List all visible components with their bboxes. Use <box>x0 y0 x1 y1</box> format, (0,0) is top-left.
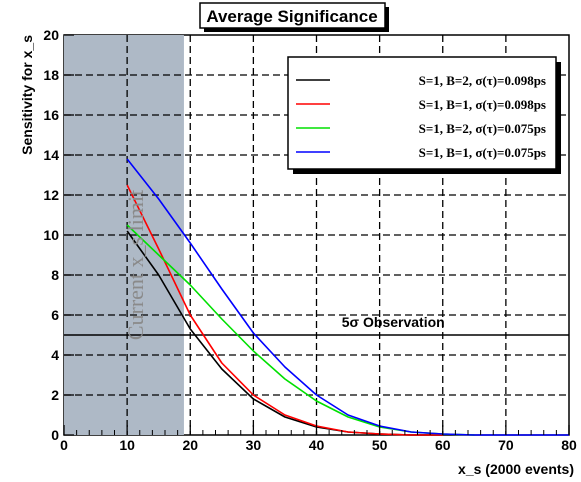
y-tick-label: 12 <box>43 187 59 203</box>
x-tick-label: 40 <box>309 437 325 453</box>
title-box-shadow-bottom <box>204 28 389 32</box>
series-line-2 <box>126 184 443 436</box>
y-tick-label: 0 <box>51 427 59 443</box>
y-tick-label: 20 <box>43 27 59 43</box>
legend-label: S=1, B=1, σ(τ)=0.098ps <box>419 97 546 112</box>
y-tick-label: 4 <box>51 347 59 363</box>
y-tick-label: 8 <box>51 267 59 283</box>
y-tick-label: 10 <box>43 227 59 243</box>
legend-box <box>287 56 557 170</box>
y-tick-label: 6 <box>51 307 59 323</box>
title-box <box>199 2 386 29</box>
x-tick-label: 20 <box>182 437 198 453</box>
x-tick-label: 60 <box>435 437 451 453</box>
series-group <box>126 158 569 436</box>
x-tick-label: 30 <box>246 437 262 453</box>
legend-label: S=1, B=2, σ(τ)=0.075ps <box>419 121 546 136</box>
series-line-4 <box>126 158 569 436</box>
current-limit-label: Current x_s limit <box>123 190 148 340</box>
legend-items: S=1, B=2, σ(τ)=0.098ps S=1, B=1, σ(τ)=0.0… <box>296 73 546 160</box>
x-tick-label: 50 <box>372 437 388 453</box>
legend: S=1, B=2, σ(τ)=0.098ps S=1, B=1, σ(τ)=0.0… <box>287 56 561 174</box>
y-tick-label: 16 <box>43 107 59 123</box>
x-axis-title: x_s (2000 events) <box>458 461 574 477</box>
x-axis-ticks: 0 10 20 30 40 50 60 70 80 <box>60 425 577 453</box>
y-tick-label: 18 <box>43 67 59 83</box>
y-axis-ticks: 0 2 4 6 8 10 12 14 16 18 20 <box>43 27 74 443</box>
x-tick-label: 80 <box>561 437 577 453</box>
chart-title: Average Significance <box>206 7 377 26</box>
legend-label: S=1, B=2, σ(τ)=0.098ps <box>419 73 546 88</box>
x-tick-label: 70 <box>498 437 514 453</box>
y-axis-title: Sensitivity for x_s <box>19 35 35 155</box>
y-tick-label: 2 <box>51 387 59 403</box>
five-sigma-label: 5σ Observation <box>342 314 445 330</box>
y-tick-label: 14 <box>43 147 59 163</box>
legend-label: S=1, B=1, σ(τ)=0.075ps <box>419 145 546 160</box>
x-tick-label: 0 <box>60 437 68 453</box>
title-box-shadow <box>385 7 389 32</box>
x-tick-label: 10 <box>119 437 135 453</box>
